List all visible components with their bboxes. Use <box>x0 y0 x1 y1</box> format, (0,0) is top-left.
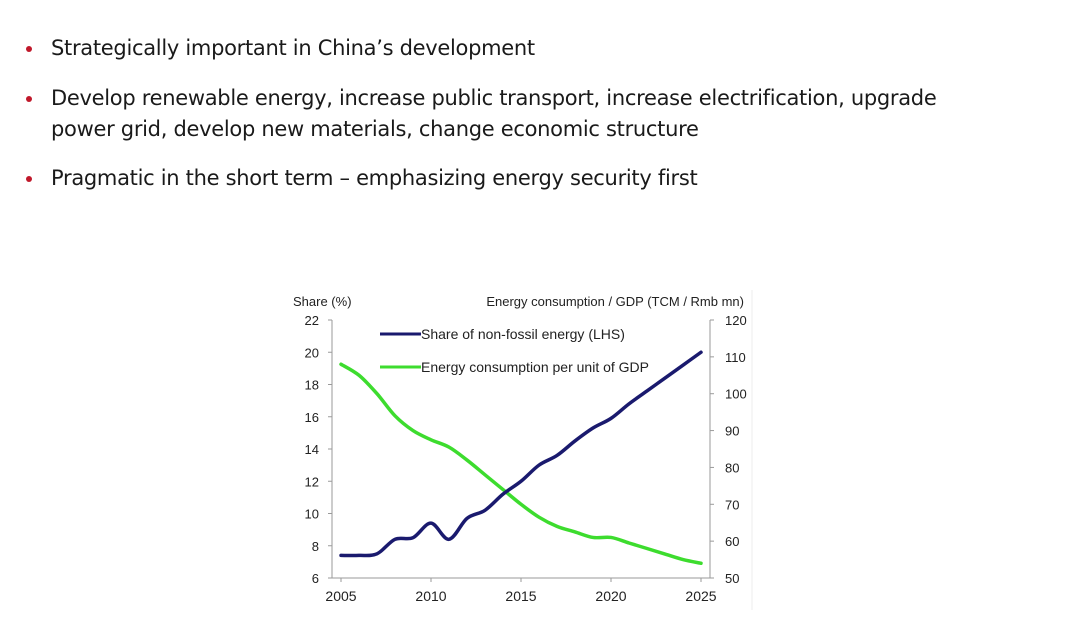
left-y-tick-label: 10 <box>305 507 319 522</box>
legend-label-energy: Energy consumption per unit of GDP <box>421 359 649 375</box>
bullet-dot-icon <box>26 96 32 102</box>
left-y-tick-label: 8 <box>312 539 319 554</box>
x-tick-label: 2005 <box>325 588 356 604</box>
right-y-tick-label: 100 <box>725 387 747 402</box>
x-tick-label: 2025 <box>685 588 716 604</box>
bullet-text: Strategically important in China’s devel… <box>51 36 535 60</box>
energy-chart: Share (%) Energy consumption / GDP (TCM … <box>293 290 753 610</box>
right-y-tick-label: 70 <box>725 497 739 512</box>
chart-axes: 6 8 10 12 14 16 18 20 22 50 60 70 80 90 100 110 120 2005 2… <box>305 313 747 604</box>
bullet-text: Pragmatic in the short term – emphasizin… <box>51 166 698 190</box>
bullet-dot-icon <box>26 176 32 182</box>
right-y-tick-label: 80 <box>725 460 739 475</box>
legend-label-nonfossil: Share of non-fossil energy (LHS) <box>421 326 625 342</box>
bullet-dot-icon <box>26 46 32 52</box>
chart-series <box>339 350 703 566</box>
left-y-tick-label: 18 <box>305 378 319 393</box>
x-tick-label: 2015 <box>505 588 536 604</box>
right-axis-title: Energy consumption / GDP (TCM / Rmb mn) <box>486 294 744 309</box>
left-y-tick-label: 12 <box>305 474 319 489</box>
bullet-text: Develop renewable energy, increase publi… <box>51 86 937 110</box>
left-axis-title: Share (%) <box>293 294 352 309</box>
left-y-tick-label: 22 <box>305 313 319 328</box>
left-y-tick-label: 20 <box>305 345 319 360</box>
left-y-tick-label: 16 <box>305 410 319 425</box>
right-y-tick-label: 50 <box>725 571 739 586</box>
series-line-nonfossil-share <box>339 350 703 558</box>
right-y-tick-label: 90 <box>725 424 739 439</box>
x-tick-label: 2010 <box>415 588 446 604</box>
right-y-tick-label: 60 <box>725 534 739 549</box>
series-line-energy-per-gdp <box>339 362 703 566</box>
right-y-tick-label: 110 <box>725 350 746 365</box>
left-y-tick-label: 14 <box>305 442 319 457</box>
left-y-tick-label: 6 <box>312 571 319 586</box>
right-y-tick-label: 120 <box>725 313 747 328</box>
chart-legend: Share of non-fossil energy (LHS) Energy … <box>380 326 649 375</box>
bullet-text: power grid, develop new materials, chang… <box>51 117 699 141</box>
x-tick-label: 2020 <box>595 588 626 604</box>
